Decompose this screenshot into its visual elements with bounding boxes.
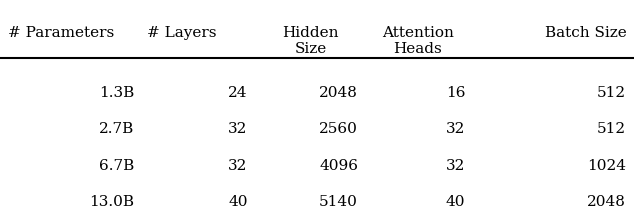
- Text: Batch Size: Batch Size: [545, 26, 626, 40]
- Text: 32: 32: [228, 159, 247, 173]
- Text: 1024: 1024: [587, 159, 626, 173]
- Text: 40: 40: [446, 195, 465, 209]
- Text: 2048: 2048: [588, 195, 626, 209]
- Text: 2560: 2560: [319, 123, 358, 137]
- Text: # Parameters: # Parameters: [8, 26, 114, 40]
- Text: 512: 512: [597, 86, 626, 100]
- Text: 24: 24: [228, 86, 247, 100]
- Text: 40: 40: [228, 195, 247, 209]
- Text: 32: 32: [446, 159, 465, 173]
- Text: 16: 16: [446, 86, 465, 100]
- Text: 4096: 4096: [319, 159, 358, 173]
- Text: 32: 32: [446, 123, 465, 137]
- Text: 32: 32: [228, 123, 247, 137]
- Text: 2048: 2048: [319, 86, 358, 100]
- Text: 2.7B: 2.7B: [99, 123, 134, 137]
- Text: # Layers: # Layers: [146, 26, 216, 40]
- Text: Attention
Heads: Attention Heads: [382, 26, 454, 56]
- Text: 5140: 5140: [319, 195, 358, 209]
- Text: 13.0B: 13.0B: [89, 195, 134, 209]
- Text: Hidden
Size: Hidden Size: [282, 26, 339, 56]
- Text: 1.3B: 1.3B: [99, 86, 134, 100]
- Text: 512: 512: [597, 123, 626, 137]
- Text: 6.7B: 6.7B: [99, 159, 134, 173]
